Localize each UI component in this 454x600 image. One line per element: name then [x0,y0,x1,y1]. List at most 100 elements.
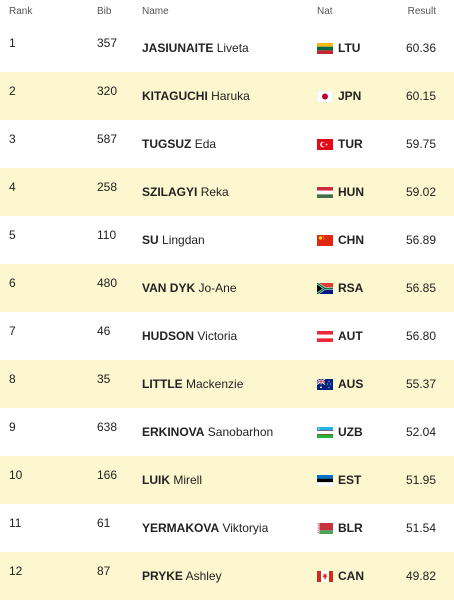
athlete-name-cell: LUIK Mirell [142,473,202,487]
athlete-name-cell: HUDSON Victoria [142,329,237,343]
result-cell: 51.95 [405,473,436,487]
result-cell: 55.37 [405,377,436,391]
estonia-flag-icon [317,474,333,486]
first-name: Ashley [185,569,222,583]
country-code: HUN [338,185,364,199]
nationality-cell: TUR [317,137,363,151]
belarus-flag-icon [317,522,333,534]
japan-flag-icon [317,90,333,102]
result-cell: 56.85 [405,281,436,295]
nationality-cell: RSA [317,281,363,295]
china-flag-icon [317,234,333,246]
first-name: Reka [200,185,229,199]
nationality-cell: BLR [317,521,363,535]
first-name: Lingdan [162,233,205,247]
nationality-cell: LTU [317,41,360,55]
bib-cell: 87 [97,564,111,578]
country-code: BLR [338,521,363,535]
rank-cell: 3 [9,132,16,146]
result-cell: 56.80 [405,329,436,343]
athlete-name-cell: SU Lingdan [142,233,205,247]
table-row: 2 320 KITAGUCHI Haruka JPN 60.15 [0,72,454,120]
header-nat: Nat [317,6,333,17]
athlete-name-cell: ERKINOVA Sanobarhon [142,425,273,439]
athlete-name-cell: SZILAGYI Reka [142,185,229,199]
table-row: 7 46 HUDSON Victoria AUT 56.80 [0,312,454,360]
header-result: Result [407,6,436,17]
first-name: Jo-Ane [198,281,237,295]
last-name: ERKINOVA [142,425,205,439]
nationality-cell: AUT [317,329,363,343]
table-row: 5 110 SU Lingdan CHN 56.89 [0,216,454,264]
header-rank: Rank [9,6,33,17]
first-name: Sanobarhon [207,425,274,439]
first-name: Mirell [173,473,203,487]
athlete-name-cell: PRYKE Ashley [142,569,222,583]
country-code: AUT [338,329,363,343]
rank-cell: 11 [9,516,22,530]
bib-cell: 166 [97,468,118,482]
canada-flag-icon [317,570,333,582]
table-row: 11 61 YERMAKOVA Viktoryia BLR 51.54 [0,504,454,552]
bib-cell: 480 [97,276,118,290]
rank-cell: 6 [9,276,16,290]
bib-cell: 357 [97,36,118,50]
last-name: YERMAKOVA [142,521,220,535]
result-cell: 60.36 [405,41,436,55]
first-name: Victoria [197,329,238,343]
table-row: 1 357 JASIUNAITE Liveta LTU 60.36 [0,24,454,72]
last-name: LITTLE [142,377,183,391]
bib-cell: 638 [97,420,118,434]
rank-cell: 10 [9,468,23,482]
turkey-flag-icon [317,138,333,150]
nationality-cell: CHN [317,233,364,247]
athlete-name-cell: JASIUNAITE Liveta [142,41,249,55]
table-row: 12 87 PRYKE Ashley CAN 49.82 [0,552,454,600]
country-code: TUR [338,137,363,151]
rank-cell: 4 [9,180,16,194]
country-code: AUS [338,377,364,391]
last-name: JASIUNAITE [142,41,214,55]
rank-cell: 1 [9,36,16,50]
first-name: Haruka [211,89,250,103]
bib-cell: 61 [97,516,111,530]
result-cell: 49.82 [405,569,436,583]
athlete-name-cell: YERMAKOVA Viktoryia [142,521,268,535]
first-name: Eda [194,137,217,151]
first-name: Liveta [216,41,249,55]
table-body: 1 357 JASIUNAITE Liveta LTU 60.36 2 320 KITAGUC… [0,24,454,600]
last-name: SU [142,233,159,247]
last-name: PRYKE [142,569,183,583]
table-header: Rank Bib Name Nat Result [0,0,454,24]
result-cell: 56.89 [405,233,436,247]
rank-cell: 12 [9,564,23,578]
table-row: 6 480 VAN DYK Jo-Ane RSA 56.85 [0,264,454,312]
nationality-cell: AUS [317,377,363,391]
bib-cell: 587 [97,132,118,146]
country-code: UZB [338,425,363,439]
first-name: Viktoryia [222,521,269,535]
bib-cell: 110 [97,228,117,242]
rank-cell: 9 [9,420,16,434]
header-bib: Bib [97,6,112,17]
nationality-cell: UZB [317,425,363,439]
result-cell: 52.04 [405,425,436,439]
last-name: KITAGUCHI [142,89,208,103]
bib-cell: 46 [97,324,111,338]
result-cell: 59.75 [405,137,436,151]
rank-cell: 7 [9,324,16,338]
athlete-name-cell: LITTLE Mackenzie [142,377,243,391]
athlete-name-cell: VAN DYK Jo-Ane [142,281,237,295]
nationality-cell: EST [317,473,361,487]
country-code: LTU [338,41,361,55]
country-code: CAN [338,569,364,583]
last-name: VAN DYK [142,281,196,295]
table-row: 8 35 LITTLE Mackenzie AUS 55.37 [0,360,454,408]
nationality-cell: HUN [317,185,364,199]
bib-cell: 320 [97,84,118,98]
bib-cell: 35 [97,372,111,386]
table-row: 10 166 LUIK Mirell EST 51.95 [0,456,454,504]
uzbekistan-flag-icon [317,426,333,438]
header-name: Name [142,6,169,17]
